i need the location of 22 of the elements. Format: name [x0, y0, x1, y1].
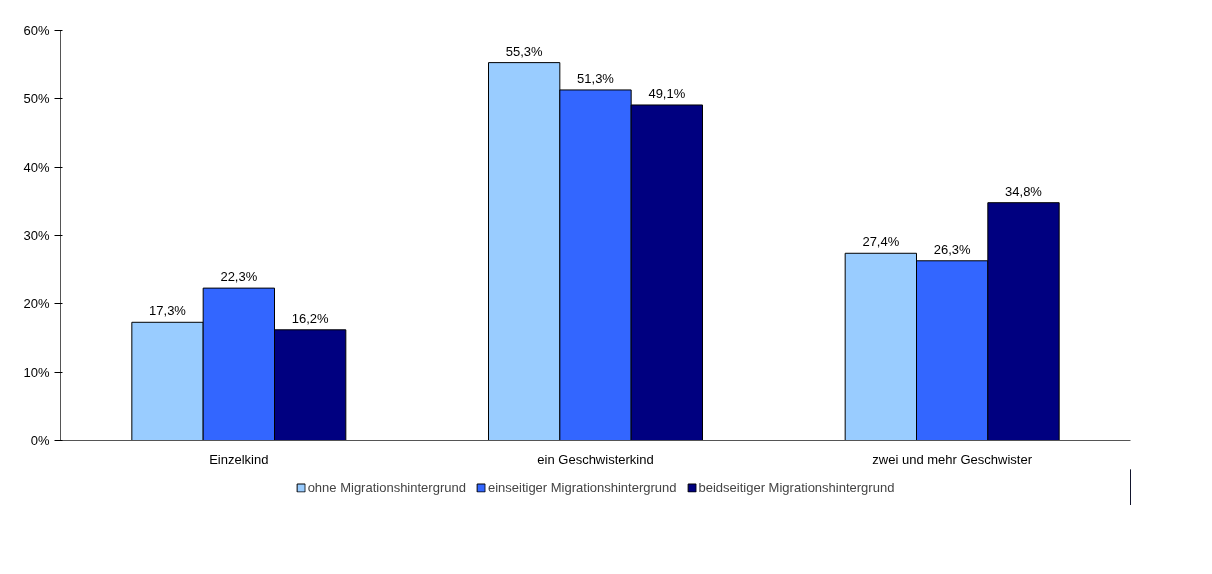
x-tick-label: ein Geschwisterkind	[537, 451, 654, 467]
y-tick-label: 20%	[23, 296, 50, 312]
y-tick-label: 60%	[23, 23, 50, 38]
data-label: 27,4%	[862, 234, 900, 250]
x-tick-label: Einzelkind	[209, 451, 269, 467]
y-tick-label: 40%	[23, 159, 50, 175]
data-label: 51,3%	[577, 70, 615, 86]
legend-label: einseitiger Migrationshintergrund	[487, 479, 677, 495]
y-tick-label: 0%	[30, 433, 50, 448]
data-label: 22,3%	[220, 269, 258, 285]
legend-label: beidseitiger Migrationshintergrund	[698, 479, 895, 495]
y-tick-label: 30%	[23, 228, 50, 243]
data-label: 26,3%	[933, 241, 972, 257]
y-tick-label: 10%	[23, 364, 50, 380]
data-label: 49,1%	[648, 85, 686, 101]
data-label: 16,2%	[291, 310, 330, 326]
legend-label: ohne Migrationshintergrund	[307, 479, 466, 495]
data-label: 34,8%	[1005, 183, 1043, 199]
data-label: 17,3%	[149, 303, 187, 319]
y-tick-label: 50%	[23, 91, 50, 107]
data-label: 55,3%	[505, 43, 544, 59]
x-tick-label: zwei und mehr Geschwister	[872, 451, 1033, 467]
